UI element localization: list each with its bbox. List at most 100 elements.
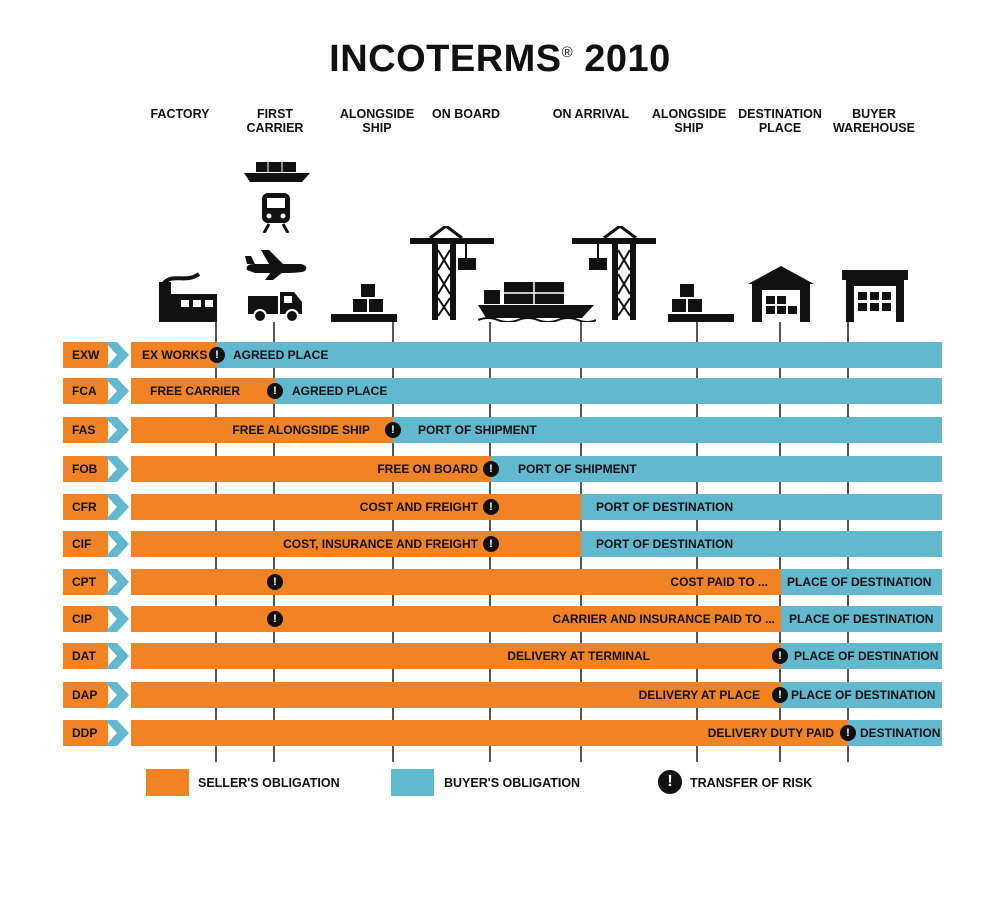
incoterm-row-exw: EXW EX WORKS AGREED PLACE! bbox=[63, 342, 942, 368]
term-code: CIP bbox=[72, 612, 93, 626]
pallet-icon bbox=[668, 284, 734, 322]
buyer-obligation-bar bbox=[491, 456, 942, 482]
cargo-ship-icon bbox=[478, 282, 596, 322]
buyer-text: PORT OF SHIPMENT bbox=[518, 462, 637, 476]
stage-label: FACTORY bbox=[150, 107, 210, 121]
page-title: INCOTERMS® 2010 bbox=[329, 38, 671, 80]
buyer-obligation-bar bbox=[781, 569, 942, 595]
registered-mark: ® bbox=[561, 44, 574, 61]
seller-obligation-bar bbox=[131, 643, 781, 669]
buyer-text: AGREED PLACE bbox=[292, 384, 388, 398]
crane-icon bbox=[410, 226, 494, 320]
term-code-cell: FCA bbox=[63, 378, 108, 404]
seller-text: CARRIER AND INSURANCE PAID TO ... bbox=[552, 612, 775, 626]
incoterm-row-ddp: DDP DELIVERY DUTY PAID DESTINATION! bbox=[63, 720, 942, 746]
seller-obligation-bar bbox=[131, 569, 781, 595]
incoterm-row-cfr: CFR COST AND FREIGHT PORT OF DESTINATION! bbox=[63, 494, 942, 520]
pallet-icon bbox=[331, 284, 397, 322]
stage-label: ON BOARD bbox=[431, 107, 501, 121]
buyer-text: PORT OF SHIPMENT bbox=[418, 423, 537, 437]
chevron-right-icon bbox=[105, 342, 129, 368]
chevron-right-icon bbox=[105, 569, 129, 595]
buyer-obligation-bar bbox=[781, 606, 942, 632]
stage-label: ALONGSIDE SHIP bbox=[651, 107, 727, 135]
stage-label: ON ARRIVAL bbox=[552, 107, 630, 121]
term-code-cell: DAP bbox=[63, 682, 108, 708]
seller-obligation-bar bbox=[131, 378, 275, 404]
seller-text: DELIVERY AT TERMINAL bbox=[507, 649, 650, 663]
buyer-text: AGREED PLACE bbox=[233, 348, 329, 362]
term-code: DDP bbox=[72, 726, 98, 740]
term-code: CFR bbox=[72, 500, 97, 514]
buyer-text: PLACE OF DESTINATION bbox=[787, 575, 932, 589]
stage-label: DESTINATION PLACE bbox=[738, 107, 822, 135]
risk-transfer-icon: ! bbox=[483, 499, 499, 515]
buyer-obligation-bar bbox=[275, 378, 942, 404]
stage-label: FIRST CARRIER bbox=[246, 107, 304, 135]
incoterm-row-fca: FCA FREE CARRIER AGREED PLACE! bbox=[63, 378, 942, 404]
risk-transfer-icon: ! bbox=[772, 687, 788, 703]
seller-text: FREE ON BOARD bbox=[377, 462, 478, 476]
risk-transfer-icon: ! bbox=[840, 725, 856, 741]
legend-risk-label: TRANSFER OF RISK bbox=[690, 776, 813, 790]
seller-text: COST, INSURANCE AND FREIGHT bbox=[283, 537, 478, 551]
risk-transfer-icon: ! bbox=[267, 611, 283, 627]
term-code: FCA bbox=[72, 384, 97, 398]
container-ship-icon bbox=[244, 162, 310, 182]
seller-obligation-bar bbox=[131, 606, 781, 632]
chevron-right-icon bbox=[105, 606, 129, 632]
risk-transfer-icon: ! bbox=[385, 422, 401, 438]
train-icon bbox=[262, 193, 290, 233]
risk-transfer-icon: ! bbox=[209, 347, 225, 363]
term-code-cell: EXW bbox=[63, 342, 108, 368]
incoterm-row-dat: DAT DELIVERY AT TERMINAL PLACE OF DESTINAT… bbox=[63, 643, 942, 669]
warehouse-icon bbox=[842, 270, 908, 322]
chevron-right-icon bbox=[105, 720, 129, 746]
stage-label: ALONGSIDE SHIP bbox=[339, 107, 415, 135]
warehouse-icon bbox=[748, 266, 814, 322]
legend-buyer-label: BUYER'S OBLIGATION bbox=[444, 776, 581, 790]
seller-text: COST AND FREIGHT bbox=[359, 500, 478, 514]
buyer-text: DESTINATION bbox=[860, 726, 941, 740]
term-code: CPT bbox=[72, 575, 96, 589]
incoterm-row-fob: FOB FREE ON BOARD PORT OF SHIPMENT! bbox=[63, 456, 942, 482]
term-code-cell: CFR bbox=[63, 494, 108, 520]
chevron-right-icon bbox=[105, 456, 129, 482]
buyer-obligation-bar bbox=[848, 720, 942, 746]
legend-seller-label: SELLER'S OBLIGATION bbox=[198, 776, 340, 790]
risk-icon: ! bbox=[658, 770, 682, 794]
buyer-obligation-bar bbox=[581, 531, 942, 557]
seller-obligation-bar bbox=[131, 682, 781, 708]
term-code-cell: CIP bbox=[63, 606, 108, 632]
term-code: EXW bbox=[72, 348, 100, 362]
chevron-right-icon bbox=[105, 494, 129, 520]
factory-icon bbox=[159, 272, 217, 322]
seller-text: FREE CARRIER bbox=[150, 384, 241, 398]
risk-transfer-icon: ! bbox=[267, 383, 283, 399]
seller-text: DELIVERY AT PLACE bbox=[638, 688, 760, 702]
stage-label: BUYER WAREHOUSE bbox=[833, 107, 915, 135]
truck-icon bbox=[248, 292, 302, 323]
incoterm-row-cpt: CPT COST PAID TO ... PLACE OF DESTINATION! bbox=[63, 569, 942, 595]
incoterm-row-cip: CIP CARRIER AND INSURANCE PAID TO ... PLAC… bbox=[63, 606, 942, 632]
buyer-obligation-bar bbox=[781, 643, 942, 669]
term-code: CIF bbox=[72, 537, 92, 551]
incoterm-row-dap: DAP DELIVERY AT PLACE PLACE OF DESTINATION… bbox=[63, 682, 942, 708]
legend-seller-swatch bbox=[146, 769, 189, 796]
chevron-right-icon bbox=[105, 531, 129, 557]
incoterm-row-cif: CIF COST, INSURANCE AND FREIGHT PORT OF DE… bbox=[63, 531, 942, 557]
seller-text: DELIVERY DUTY PAID bbox=[707, 726, 834, 740]
buyer-text: PORT OF DESTINATION bbox=[596, 537, 734, 551]
buyer-obligation-bar bbox=[781, 682, 942, 708]
risk-transfer-icon: ! bbox=[772, 648, 788, 664]
buyer-text: PLACE OF DESTINATION bbox=[794, 649, 939, 663]
chevron-right-icon bbox=[105, 643, 129, 669]
seller-obligation-bar bbox=[131, 456, 491, 482]
term-code-cell: DAT bbox=[63, 643, 108, 669]
term-code: FAS bbox=[72, 423, 96, 437]
legend-buyer-swatch bbox=[391, 769, 434, 796]
seller-obligation-bar bbox=[131, 720, 848, 746]
buyer-obligation-bar bbox=[217, 342, 942, 368]
seller-obligation-bar bbox=[131, 531, 581, 557]
buyer-obligation-bar bbox=[393, 417, 942, 443]
